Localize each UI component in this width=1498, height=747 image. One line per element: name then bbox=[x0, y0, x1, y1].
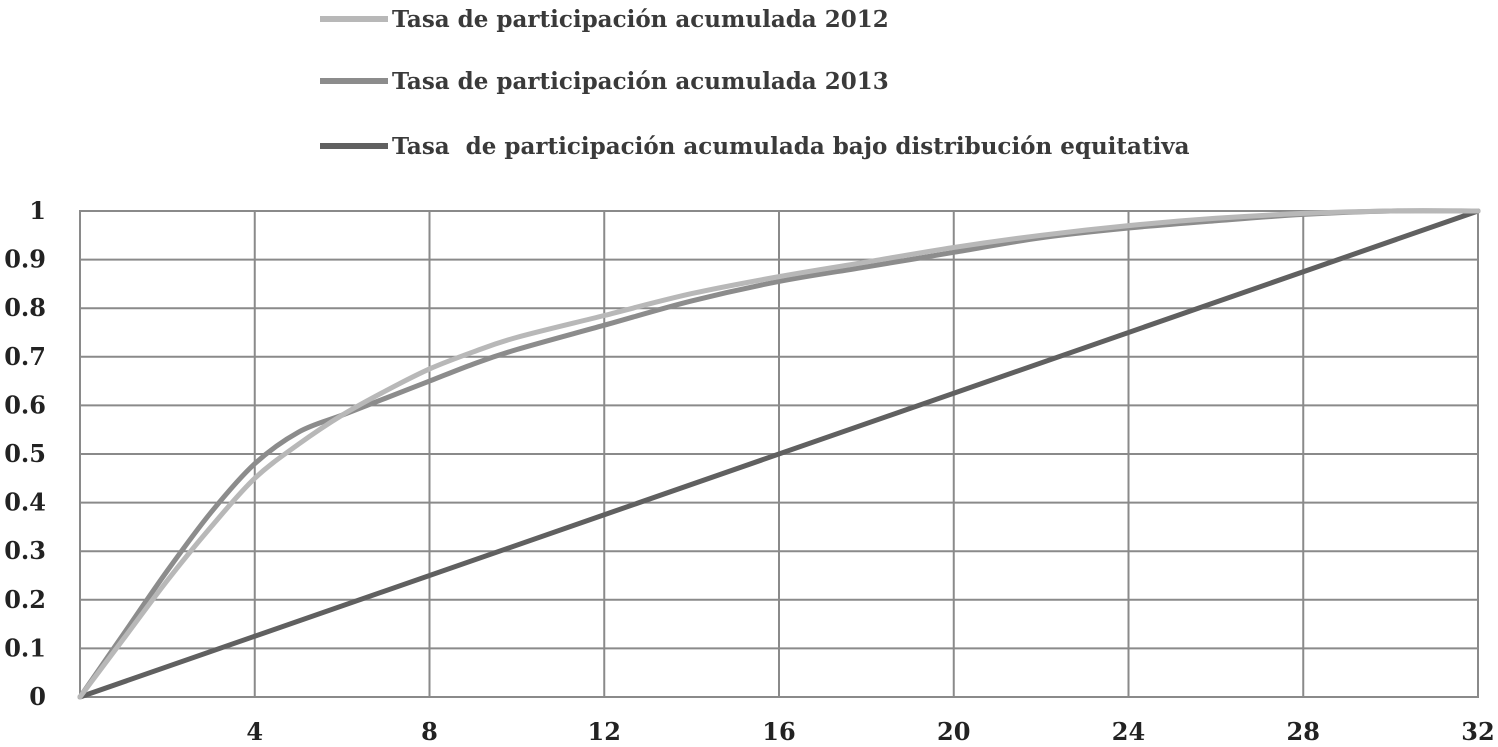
y-tick-label: 0.3 bbox=[4, 536, 46, 565]
x-tick-label: 28 bbox=[1287, 717, 1320, 746]
x-tick-label: 24 bbox=[1112, 717, 1145, 746]
series-layer bbox=[77, 208, 1481, 700]
x-tick-label: 32 bbox=[1461, 717, 1494, 746]
y-tick-label: 0.5 bbox=[4, 439, 46, 468]
y-tick-label: 0.7 bbox=[4, 342, 46, 371]
y-tick-label: 0 bbox=[29, 682, 46, 711]
x-axis-ticks: 4 8 12 16 20 24 28 32 bbox=[246, 717, 1494, 746]
series-line-2 bbox=[77, 208, 1481, 700]
legend-item-2: Tasa de participación acumulada 2013 bbox=[320, 68, 889, 95]
legend-label: Tasa de participación acumulada 2013 bbox=[392, 68, 889, 95]
y-tick-label: 0.4 bbox=[4, 488, 46, 517]
legend: Tasa de participación acumulada 2012 Tasa… bbox=[320, 6, 1190, 160]
legend-label: Tasa de participación acumulada bajo dis… bbox=[392, 133, 1190, 160]
legend-label: Tasa de participación acumulada 2012 bbox=[392, 6, 889, 33]
y-tick-label: 0.2 bbox=[4, 585, 46, 614]
x-tick-label: 20 bbox=[937, 717, 970, 746]
y-tick-label: 0.8 bbox=[4, 293, 46, 322]
x-tick-label: 4 bbox=[246, 717, 263, 746]
legend-item-1: Tasa de participación acumulada 2012 bbox=[320, 6, 889, 33]
y-tick-label: 0.1 bbox=[4, 633, 46, 662]
y-tick-label: 1 bbox=[29, 196, 46, 225]
y-tick-label: 0.6 bbox=[4, 390, 46, 419]
x-tick-label: 16 bbox=[762, 717, 795, 746]
y-axis-ticks: 0 0.1 0.2 0.3 0.4 0.5 0.6 0.7 0.8 0.9 1 bbox=[4, 196, 46, 711]
series-line-3 bbox=[77, 208, 1481, 700]
legend-item-3: Tasa de participación acumulada bajo dis… bbox=[320, 133, 1190, 160]
y-tick-label: 0.9 bbox=[4, 245, 46, 274]
x-tick-label: 12 bbox=[588, 717, 621, 746]
x-tick-label: 8 bbox=[421, 717, 438, 746]
series-line-1 bbox=[77, 208, 1481, 700]
